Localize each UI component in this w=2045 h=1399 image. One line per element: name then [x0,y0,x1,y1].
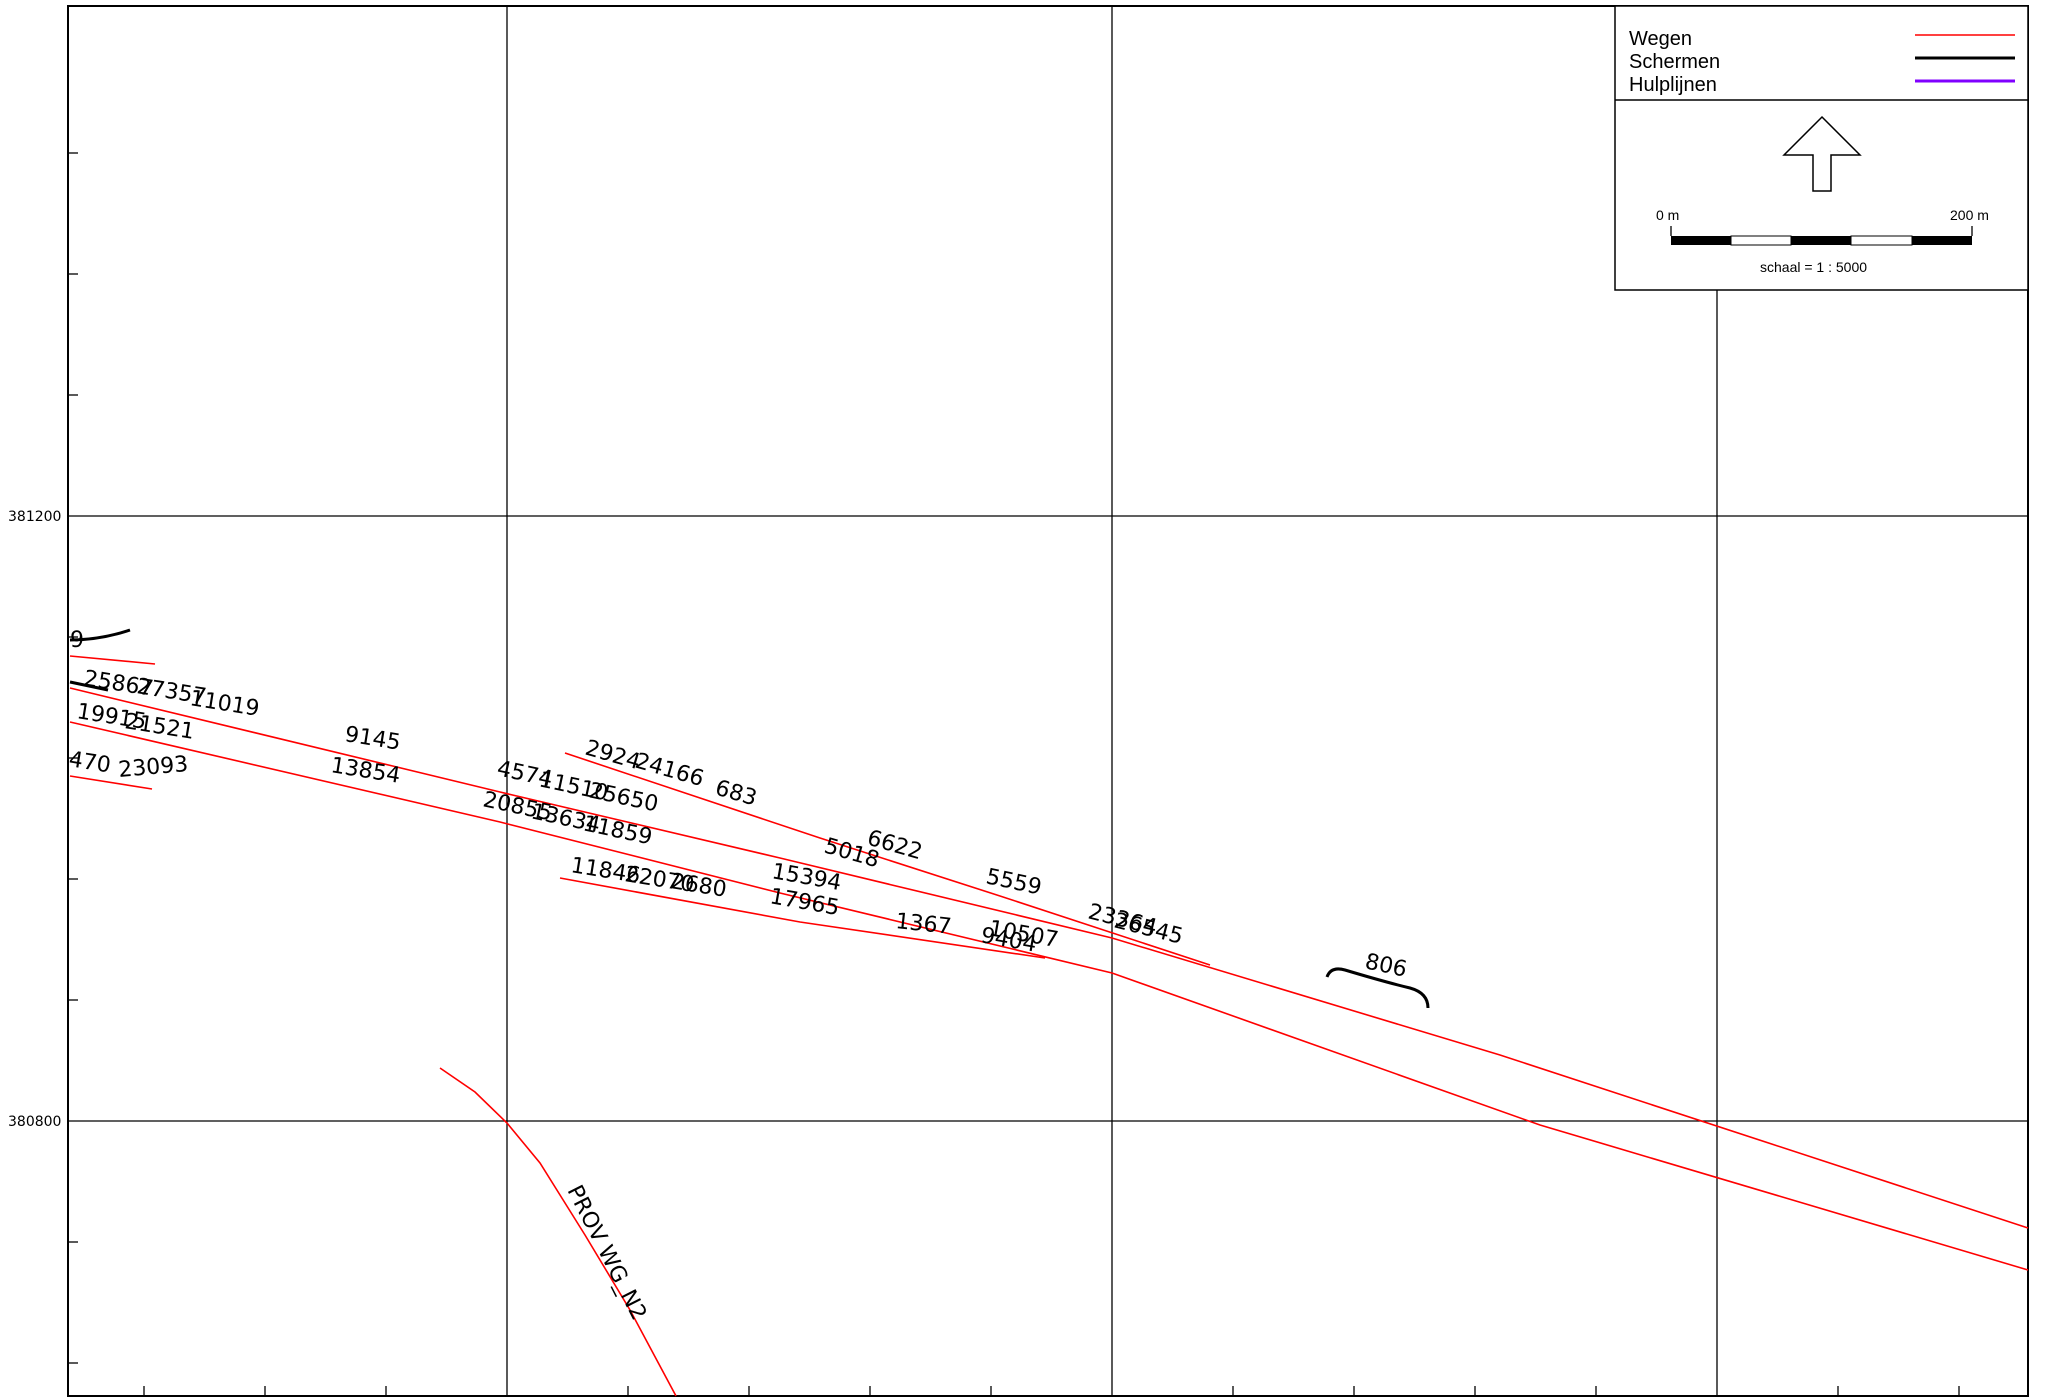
road-line [559,877,1046,959]
road-line [69,775,153,790]
road-line [69,721,2029,1271]
segment-label: 24166 [632,749,706,792]
segment-label: 470 [67,747,112,778]
segment-label: 21521 [123,709,196,745]
legend-label-schermen: Schermen [1629,51,1720,73]
legend: Wegen Schermen Hulplijnen 0 m 200 m scha… [1614,5,2029,291]
road-line [564,752,1211,966]
screen-lines [69,628,1430,1009]
legend-label-hulplijnen: Hulplijnen [1629,74,1717,96]
segment-label: 25650 [587,778,661,817]
road-name-label: PROV WG_N2 [562,1181,651,1324]
segment-label: 9 [70,628,84,653]
segment-label: 23093 [117,752,189,783]
segment-label: 11019 [188,686,261,722]
north-arrow-icon [1782,115,1862,192]
y-axis-label: 381200 [8,509,61,525]
y-axis-label: 380800 [8,1114,61,1130]
scale-bar [1670,226,1973,246]
scale-ratio-label: schaal = 1 : 5000 [1760,259,1867,275]
road-lines [69,655,2029,1397]
segment-label: 13854 [329,753,402,789]
scale-start-label: 0 m [1656,207,1679,223]
scale-end-label: 200 m [1950,207,1989,223]
screen-line [1325,967,1430,1009]
segment-labels: 9 25867 27357 11019 19915 21521 470 2309… [67,628,1409,983]
segment-label: 5559 [984,864,1044,900]
axis-ticks [68,152,1960,1396]
road-line [439,1067,677,1397]
road-line [69,687,2029,1229]
map-frame [67,5,2029,1397]
segment-label: 1367 [894,909,952,940]
segment-label: 683 [712,776,759,812]
segment-label: 9145 [343,722,402,755]
legend-label-wegen: Wegen [1629,28,1692,50]
screen-line [69,628,131,642]
road-line [69,655,156,665]
screen-line [69,680,109,692]
segment-label: 2680 [669,869,728,902]
